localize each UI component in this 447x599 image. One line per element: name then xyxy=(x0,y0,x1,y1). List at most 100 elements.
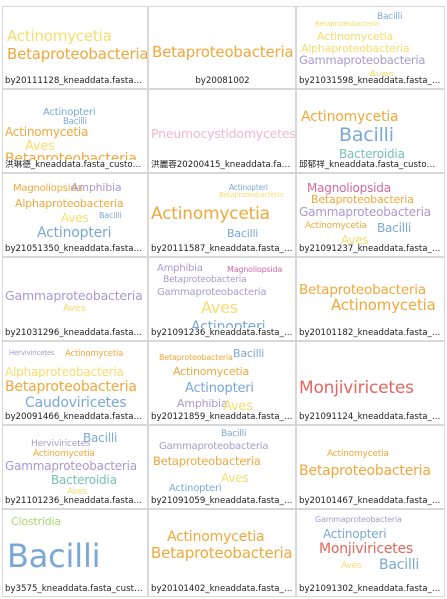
cell-caption: by20111587_kneaddata.fasta_custom.blast xyxy=(151,244,294,254)
cloud-word: Bacilli xyxy=(377,12,403,22)
wordcloud-cell: Bacilli Betaproteobacteria Actinomycetia Ac… xyxy=(148,341,296,425)
cloud-word: Aves xyxy=(67,487,88,497)
wordcloud: Bacilli Betaproteobacteria Actinomycetia Al… xyxy=(297,7,444,77)
cloud-word: Bacilli xyxy=(7,537,101,575)
cell-caption: by21031296_kneaddata.fasta_custom.blast xyxy=(5,328,146,338)
wordcloud-cell: Amphibia Magnoliopsida Betaproteobacteria G… xyxy=(148,257,296,341)
cloud-word: Betaproteobacteria xyxy=(299,282,426,298)
wordcloud: Actinopteri Bacilli Actinomycetia Aves Betap… xyxy=(3,90,147,161)
cell-caption: by20111128_kneaddata.fasta_custom.blast xyxy=(5,76,146,86)
wordcloud: Bacilli Gammaproteobacteria Betaproteobact… xyxy=(149,426,295,496)
wordcloud: Magnoliopsida Betaproteobacteria Gammaprot… xyxy=(297,174,444,244)
cloud-word: Betaproteobacteria xyxy=(315,20,380,28)
cloud-word: Betaproteobacteria xyxy=(153,454,261,468)
cloud-word: Bacilli xyxy=(339,124,394,146)
cloud-word: Gammaproteobacteria xyxy=(5,288,143,303)
wordcloud-cell: Actinomycetia Bacilli Bacteroidia 邱郁祥_knead… xyxy=(296,89,445,173)
cloud-word: Aves xyxy=(201,298,238,317)
cloud-word: Actinomycetia xyxy=(7,27,112,45)
wordcloud: Clostridia Bacilli xyxy=(3,510,147,584)
cell-caption: by3575_kneaddata.fasta_custom.blast xyxy=(5,584,146,594)
wordcloud-cell: Actinomycetia Betaproteobacteria by2010146… xyxy=(296,425,445,509)
wordcloud: Monjiviricetes xyxy=(297,342,444,412)
cell-caption: 邱郁祥_kneaddata.fasta_custom.blast xyxy=(299,160,443,170)
cloud-word: Betaproteobacteria xyxy=(159,353,233,362)
cloud-word: Aves xyxy=(223,399,253,412)
wordcloud: Magnoliopsida Amphibia Alphaproteobacteria… xyxy=(3,174,147,244)
wordcloud-cell: Betaproteobacteria Actinomycetia by2010118… xyxy=(296,257,445,341)
cloud-word: Bacilli xyxy=(233,347,265,360)
wordcloud-cell: Gammaproteobacteria Aves by21031296_kneadd… xyxy=(2,257,148,341)
cloud-word: Actinopteri xyxy=(323,527,387,541)
wordcloud-cell: Magnoliopsida Amphibia Alphaproteobacteria… xyxy=(2,173,148,257)
wordcloud-cell: Clostridia Bacilli by3575_kneaddata.fasta_… xyxy=(2,509,148,597)
wordcloud: Amphibia Magnoliopsida Betaproteobacteria G… xyxy=(149,258,295,329)
cloud-word: Bacilli xyxy=(83,431,118,445)
cloud-word: Betaproteobacteria xyxy=(219,191,284,199)
cloud-word: Gammaproteobacteria xyxy=(315,515,402,524)
cloud-word: Amphibia xyxy=(71,181,122,194)
cloud-word: Amphibia xyxy=(177,397,228,410)
cloud-word: Actinopteri xyxy=(43,107,96,118)
cloud-word: Gammaproteobacteria xyxy=(299,205,431,219)
cloud-word: Monjiviricetes xyxy=(319,541,414,557)
cell-caption: by20101402_kneaddata.fasta_custom.blast xyxy=(151,584,294,594)
cell-caption: 洪琳德_kneaddata.fasta_custom.blast xyxy=(5,160,146,170)
cloud-word: Gammaproteobacteria xyxy=(299,53,426,67)
cloud-word: Actinomycetia xyxy=(301,109,399,125)
wordcloud-cell: Herviviricetes Actinomycetia Alphaproteoba… xyxy=(2,341,148,425)
cell-caption: by20081002 xyxy=(195,76,250,86)
cloud-word: Gammaproteobacteria xyxy=(159,441,269,452)
wordcloud-cell: Actinomycetia Betaproteobacteria by2011112… xyxy=(2,6,148,89)
cloud-word: Betaproteobacteria xyxy=(152,43,294,61)
wordcloud: Actinomycetia Betaproteobacteria xyxy=(297,426,444,496)
cloud-word: Betaproteobacteria xyxy=(5,151,137,160)
cloud-word: Aves xyxy=(63,303,86,314)
wordcloud: Gammaproteobacteria Aves xyxy=(3,258,147,328)
cell-caption: by21031598_kneaddata.fasta_custom.blast xyxy=(299,76,443,86)
cloud-word: Clostridia xyxy=(11,515,61,528)
wordcloud-cell: Actinomycetia Betaproteobacteria by2010140… xyxy=(148,509,296,597)
cloud-word: Herviviricetes xyxy=(31,439,91,449)
cloud-word: Monjiviricetes xyxy=(299,378,414,398)
cloud-word: Magnoliopsida xyxy=(227,265,283,274)
cloud-word: Actinopteri xyxy=(191,319,266,328)
cloud-word: Aves xyxy=(341,561,362,571)
wordcloud: Gammaproteobacteria Actinopteri Monjiviric… xyxy=(297,510,444,584)
cloud-word: Bacilli xyxy=(63,117,87,127)
cloud-word: Betaproteobacteria xyxy=(311,193,414,206)
wordcloud: Pneumocystidomycetes xyxy=(149,90,295,160)
cloud-word: Bacilli xyxy=(377,221,412,235)
cell-caption: by21051350_kneaddata.fasta_custom.blast xyxy=(5,244,146,254)
cloud-word: Actinomycetia xyxy=(317,30,394,43)
cell-caption: by20101467_kneaddata.fasta_custom.blast xyxy=(299,496,443,506)
cloud-word: Herviviricetes xyxy=(9,349,55,357)
wordcloud: Herviviricetes Actinomycetia Alphaproteoba… xyxy=(3,342,147,412)
cloud-word: Actinopteri xyxy=(229,183,268,192)
cloud-word: Actinomycetia xyxy=(151,204,270,224)
wordcloud-cell: Bacilli Gammaproteobacteria Betaproteobact… xyxy=(148,425,296,509)
cloud-word: Actinomycetia xyxy=(5,125,89,139)
cloud-word: Bacilli xyxy=(221,429,247,439)
cloud-word: Alphaproteobacteria xyxy=(15,197,124,210)
cloud-word: Gammaproteobacteria xyxy=(157,287,267,298)
cloud-word: Aves xyxy=(221,471,249,485)
wordcloud-cell: Actinopteri Betaproteobacteria Actinomycet… xyxy=(148,173,296,257)
wordcloud: Bacilli Herviviricetes Actinomycetia Gammap… xyxy=(3,426,147,496)
cell-caption: by21091059_kneaddata.fasta_custom.blast xyxy=(151,496,294,506)
cloud-word: Amphibia xyxy=(157,263,203,274)
cell-caption: by21091236_kneaddata.fasta_custom.blast xyxy=(151,328,294,338)
wordcloud: Actinomycetia Betaproteobacteria xyxy=(149,510,295,584)
cell-caption: by21101236_kneaddata.fasta_custom.blast xyxy=(5,496,146,506)
cloud-word: Gammaproteobacteria xyxy=(5,459,137,473)
cloud-word: Actinomycetia xyxy=(173,365,250,378)
wordcloud: Betaproteobacteria xyxy=(149,7,295,76)
wordcloud-cell: Bacilli Betaproteobacteria Actinomycetia Al… xyxy=(296,6,445,89)
cell-caption: by20091466_kneaddata.fasta_custom.blast xyxy=(5,412,146,422)
cell-caption: by20101182_kneaddata.fasta_custom.blast xyxy=(299,328,443,338)
wordcloud-cell: Pneumocystidomycetes 洪麗蓉20200415_kneaddat… xyxy=(148,89,296,173)
cell-caption: by20121859_kneaddata.fasta_custom.blast xyxy=(151,412,294,422)
cloud-word: Actinomycetia xyxy=(331,296,436,314)
wordcloud-cell: Monjiviricetes by21091124_kneaddata.fasta… xyxy=(296,341,445,425)
cloud-word: Aves xyxy=(369,68,395,76)
